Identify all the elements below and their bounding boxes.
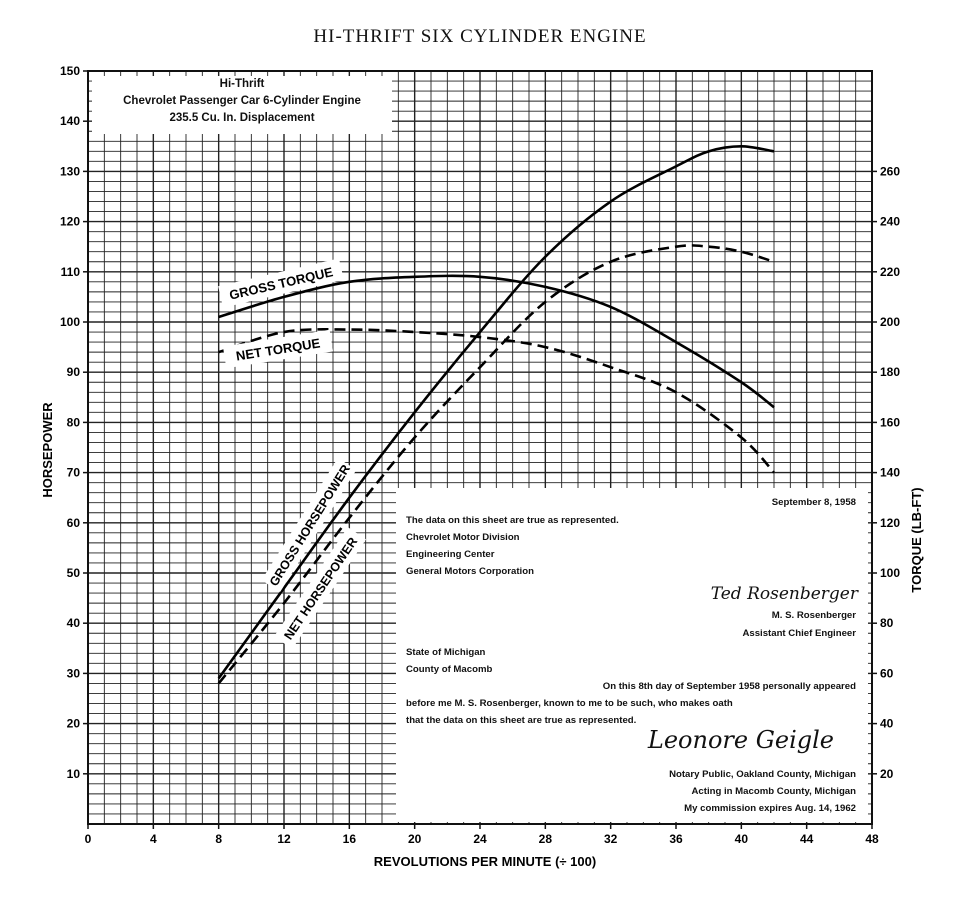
notary-public: Notary Public, Oakland County, Michigan (669, 769, 856, 780)
y2-tick-label: 240 (880, 215, 900, 229)
notary-commission: My commission expires Aug. 14, 1962 (684, 803, 856, 814)
y2-tick-label: 160 (880, 415, 900, 429)
x-tick-label: 0 (85, 832, 92, 846)
y-axis-label: HORSEPOWER (40, 402, 55, 498)
x-tick-label: 12 (277, 832, 291, 846)
y-tick-label: 90 (67, 365, 81, 379)
y-tick-label: 110 (61, 265, 81, 279)
y-tick-label: 20 (67, 717, 81, 731)
notary-acting: Acting in Macomb County, Michigan (691, 786, 856, 797)
x-tick-label: 44 (800, 832, 814, 846)
x-tick-label: 36 (669, 832, 683, 846)
x-tick-label: 20 (408, 832, 422, 846)
chart-ticks: 0 4 8 12 16 20 24 28 32 36 40 44 4810203040506070809… (60, 64, 900, 846)
y2-tick-label: 260 (880, 164, 900, 178)
certification-box: September 8, 1958 The data on this sheet… (396, 488, 868, 822)
y2-axis-label: TORQUE (LB-FT) (909, 487, 924, 592)
y-tick-label: 100 (60, 315, 80, 329)
notary-signature: Leonore Geigle (647, 726, 834, 754)
y-tick-label: 120 (60, 215, 80, 229)
cert-org-division: Chevrolet Motor Division (406, 532, 520, 543)
cert-statement: The data on this sheet are true as repre… (406, 515, 619, 526)
oath-line-1: On this 8th day of September 1958 person… (602, 681, 856, 692)
x-tick-label: 16 (343, 832, 357, 846)
oath-line-3: that the data on this sheet are true as … (406, 715, 637, 726)
y2-tick-label: 220 (880, 265, 900, 279)
y2-tick-label: 40 (880, 717, 894, 731)
oath-line-2: before me M. S. Rosenberger, known to me… (406, 698, 733, 709)
series-line-gross-horsepower (217, 144, 775, 680)
chart-curves (217, 144, 775, 685)
signer-name: M. S. Rosenberger (771, 610, 856, 621)
page-title: HI-THRIFT SIX CYLINDER ENGINE (313, 26, 647, 47)
cert-org-corporation: General Motors Corporation (406, 566, 534, 577)
x-tick-label: 8 (215, 832, 222, 846)
signer-title: Assistant Chief Engineer (742, 628, 856, 639)
series-line-net-torque (218, 328, 775, 474)
x-tick-label: 48 (865, 832, 879, 846)
y2-tick-label: 80 (880, 616, 894, 630)
x-tick-label: 4 (150, 832, 157, 846)
y2-tick-label: 180 (880, 365, 900, 379)
x-tick-label: 40 (735, 832, 749, 846)
y2-tick-label: 140 (880, 466, 900, 480)
engine-title-box: Hi-Thrift Chevrolet Passenger Car 6-Cyli… (92, 76, 392, 134)
y-tick-label: 140 (60, 114, 80, 128)
engine-name: Hi-Thrift (219, 78, 265, 90)
y-tick-label: 40 (67, 616, 81, 630)
cert-date: September 8, 1958 (771, 497, 856, 508)
series-label-gross-torque: GROSS TORQUE (218, 258, 344, 308)
y2-tick-label: 100 (880, 566, 900, 580)
engine-displacement: 235.5 Cu. In. Displacement (169, 112, 315, 124)
y-tick-label: 130 (60, 164, 80, 178)
signer-signature: Ted Rosenberger (710, 584, 858, 604)
engine-description: Chevrolet Passenger Car 6-Cylinder Engin… (123, 95, 361, 107)
series-label-net-torque: NET TORQUE (222, 329, 334, 369)
y2-tick-label: 60 (880, 666, 894, 680)
y-tick-label: 150 (60, 64, 80, 78)
notary-county: County of Macomb (406, 664, 493, 675)
x-tick-label: 24 (473, 832, 487, 846)
y-tick-label: 60 (67, 516, 81, 530)
series-line-gross-torque (218, 274, 775, 409)
y-tick-label: 80 (67, 415, 81, 429)
y-tick-label: 50 (67, 566, 81, 580)
y-tick-label: 30 (67, 666, 81, 680)
y2-tick-label: 20 (880, 767, 894, 781)
notary-state: State of Michigan (406, 647, 486, 658)
y2-tick-label: 200 (880, 315, 900, 329)
y-tick-label: 70 (67, 466, 81, 480)
y-tick-label: 10 (67, 767, 81, 781)
y2-tick-label: 120 (880, 516, 900, 530)
x-axis-label: REVOLUTIONS PER MINUTE (÷ 100) (374, 854, 596, 869)
cert-org-center: Engineering Center (406, 549, 495, 560)
x-tick-label: 32 (604, 832, 618, 846)
series-line-net-horsepower (217, 244, 775, 685)
x-tick-label: 28 (539, 832, 553, 846)
